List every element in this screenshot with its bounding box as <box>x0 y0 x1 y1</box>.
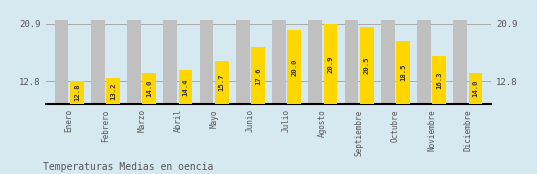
Text: Temperaturas Medias en oencia: Temperaturas Medias en oencia <box>43 162 213 172</box>
Bar <box>272 20 286 104</box>
Bar <box>396 41 410 104</box>
Text: 14.0: 14.0 <box>473 80 478 97</box>
Bar <box>142 73 156 104</box>
Text: 14.0: 14.0 <box>146 80 153 97</box>
Bar <box>308 20 322 104</box>
Text: 17.6: 17.6 <box>255 67 261 85</box>
Bar <box>127 20 141 104</box>
Bar <box>417 20 431 104</box>
Text: 16.3: 16.3 <box>436 72 442 89</box>
Bar <box>453 20 467 104</box>
Bar <box>106 78 120 104</box>
Bar <box>55 20 69 104</box>
Bar <box>381 20 395 104</box>
Text: 20.0: 20.0 <box>291 59 297 76</box>
Bar <box>468 73 482 104</box>
Text: 13.2: 13.2 <box>110 83 116 100</box>
Bar <box>200 20 213 104</box>
Bar <box>251 47 265 104</box>
Text: 20.5: 20.5 <box>364 57 369 74</box>
Text: 15.7: 15.7 <box>219 74 225 91</box>
Text: 14.4: 14.4 <box>183 78 188 96</box>
Bar <box>215 61 229 104</box>
Bar <box>163 20 177 104</box>
Bar <box>324 24 337 104</box>
Bar <box>236 20 250 104</box>
Bar <box>432 56 446 104</box>
Text: 12.8: 12.8 <box>74 84 80 101</box>
Bar <box>179 70 192 104</box>
Bar <box>70 81 84 104</box>
Bar <box>345 20 358 104</box>
Text: 20.9: 20.9 <box>328 55 333 73</box>
Text: 18.5: 18.5 <box>400 64 406 81</box>
Bar <box>91 20 105 104</box>
Bar <box>360 27 374 104</box>
Bar <box>287 30 301 104</box>
